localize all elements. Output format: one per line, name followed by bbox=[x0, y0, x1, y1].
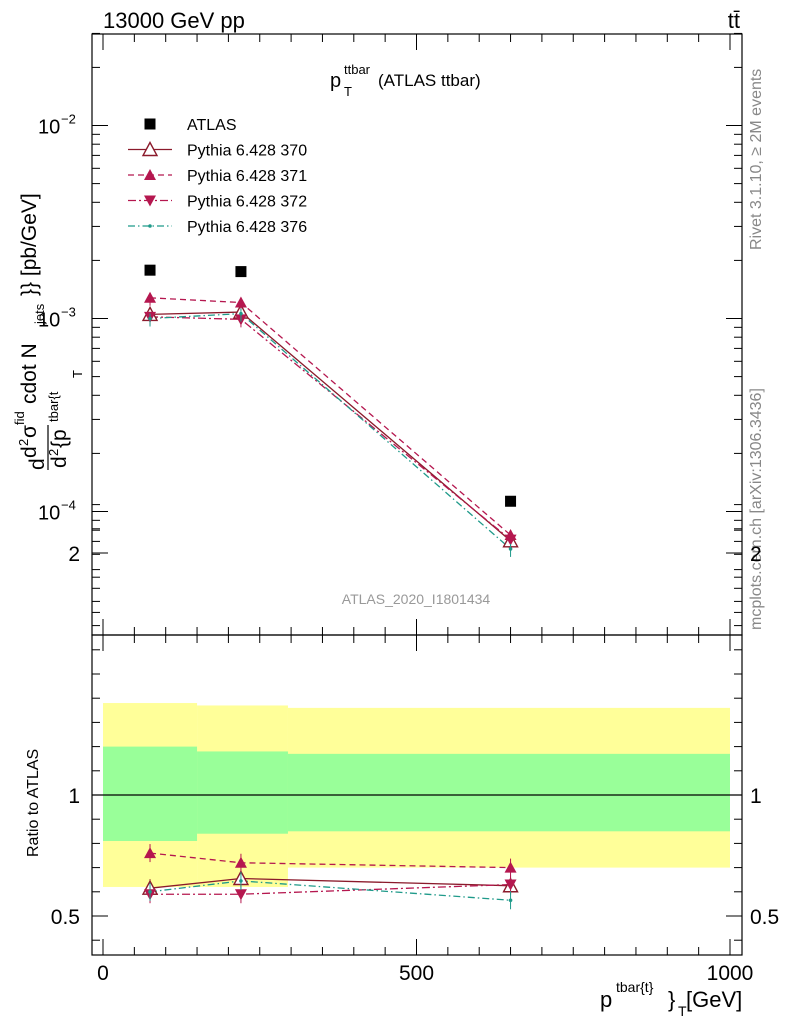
x-label-subT: T bbox=[678, 1003, 687, 1019]
x-tick-label: 0 bbox=[97, 962, 109, 985]
main-point-data bbox=[235, 266, 247, 278]
ratio-band-inner bbox=[287, 753, 730, 832]
legend-label-data: ATLAS bbox=[187, 117, 237, 134]
legend-marker-p370 bbox=[141, 141, 159, 157]
ratio-point-p376 bbox=[148, 890, 152, 894]
legend-label-p376: Pythia 6.428 376 bbox=[187, 219, 307, 236]
main-point-p371 bbox=[144, 291, 157, 303]
y-label-den-2: 2 bbox=[46, 449, 61, 456]
main-title-sub: T bbox=[344, 84, 352, 99]
x-tick-label: 500 bbox=[399, 962, 434, 985]
x-label-unit: [GeV] bbox=[686, 987, 742, 1012]
y-label-cdot: cdot N bbox=[18, 343, 41, 404]
main-point-data bbox=[505, 495, 517, 507]
ratio-y-tick-label: 0.5 bbox=[51, 906, 80, 929]
main-y-tick-label-exp: −3 bbox=[61, 305, 76, 320]
main-y-tick-label-exp: −4 bbox=[61, 498, 76, 513]
ratio-point-p376 bbox=[508, 898, 513, 903]
main-point-data bbox=[144, 264, 156, 276]
y-axis-label-ratio: Ratio to ATLAS bbox=[25, 749, 42, 857]
main-line-p372 bbox=[150, 316, 511, 541]
ratio-point-p371 bbox=[504, 861, 517, 873]
y-label-sup2: 2 bbox=[16, 439, 31, 446]
ratio-point-p372 bbox=[504, 879, 517, 891]
main-y-tick-label: 10 bbox=[38, 310, 60, 332]
main-title-base: p bbox=[330, 70, 341, 92]
ratio-band-inner bbox=[197, 751, 288, 834]
y-label-den-sup: tbar{t bbox=[46, 391, 61, 422]
main-point-p376 bbox=[239, 311, 243, 316]
y-label-sigma: σ bbox=[18, 425, 41, 438]
ratio-y-tick-label-right: 2 bbox=[750, 543, 762, 566]
y-label-unit: }} [pb/GeV] bbox=[18, 193, 41, 296]
main-line-p370 bbox=[150, 311, 511, 542]
y-label-jets: jets bbox=[32, 303, 47, 325]
main-panel: 10−410−310−2 bbox=[38, 32, 743, 636]
legend-marker-p371 bbox=[144, 169, 156, 180]
y-label-den-sub: T bbox=[70, 370, 85, 378]
ratio-y-tick-label: 1 bbox=[68, 785, 80, 808]
ratio-point-p371 bbox=[144, 847, 157, 859]
y-label-d1: d bbox=[26, 458, 49, 470]
y-label-den-p: {p bbox=[48, 429, 71, 448]
x-tick-label: 1000 bbox=[707, 962, 754, 985]
main-point-p376 bbox=[508, 547, 513, 551]
header-left: 13000 GeV pp bbox=[103, 8, 245, 33]
main-point-p371 bbox=[234, 296, 247, 308]
main-point-p376 bbox=[148, 316, 152, 321]
main-line-p376 bbox=[149, 312, 511, 550]
ratio-y-tick-label: 2 bbox=[68, 543, 80, 566]
main-y-tick-label-exp: −2 bbox=[61, 112, 76, 127]
y-label-d2: d bbox=[18, 446, 41, 458]
ratio-point-p371 bbox=[234, 856, 247, 868]
legend-label-p371: Pythia 6.428 371 bbox=[187, 168, 307, 185]
x-label-base: p bbox=[600, 987, 612, 1012]
main-line-p371 bbox=[149, 297, 511, 536]
x-axis-label: p tbar{t} } T [GeV] bbox=[600, 979, 742, 1019]
main-title-sup: ttbar bbox=[344, 62, 371, 77]
y-label-den-d: d bbox=[48, 456, 71, 468]
ratio-band-inner bbox=[103, 746, 198, 841]
main-title: p ttbar T (ATLAS ttbar) bbox=[330, 62, 481, 99]
mcplots-label: mcplots.cern.ch [arXiv:1306.3436] bbox=[748, 388, 765, 630]
main-point-p372 bbox=[504, 534, 517, 546]
ratio-y-tick-label-right: 0.5 bbox=[750, 906, 779, 929]
ratio-point-p372 bbox=[234, 889, 247, 901]
ratio-y-tick-label-right: 1 bbox=[750, 785, 762, 808]
y-axis-label-main: d d 2 σ fid cdot N jets }} [pb/GeV] d 2 … bbox=[12, 193, 85, 470]
ratio-point-p376 bbox=[239, 879, 243, 883]
x-label-sub: } bbox=[668, 987, 675, 1012]
analysis-id: ATLAS_2020_I1801434 bbox=[342, 591, 491, 607]
legend-marker-data bbox=[144, 118, 156, 130]
legend-marker-p372 bbox=[144, 195, 156, 207]
main-y-tick-label: 10 bbox=[38, 503, 60, 525]
rivet-label: Rivet 3.1.10, ≥ 2M events bbox=[748, 69, 765, 250]
main-title-rest: (ATLAS ttbar) bbox=[378, 71, 481, 90]
main-y-tick-label: 10 bbox=[38, 117, 60, 139]
ratio-panel: 0.5 0.5 1 1 2 2 0 500 1000 bbox=[51, 504, 779, 985]
legend-marker-p376 bbox=[148, 224, 152, 228]
legend-label-p370: Pythia 6.428 370 bbox=[187, 143, 307, 160]
legend: ATLAS Pythia 6.428 370 Pythia 6.428 371 Pyt… bbox=[128, 117, 307, 236]
y-label-fid: fid bbox=[12, 411, 27, 425]
legend-label-p372: Pythia 6.428 372 bbox=[187, 194, 307, 211]
x-label-sup: tbar{t} bbox=[616, 979, 654, 995]
header-right: tt̄ bbox=[728, 8, 740, 33]
